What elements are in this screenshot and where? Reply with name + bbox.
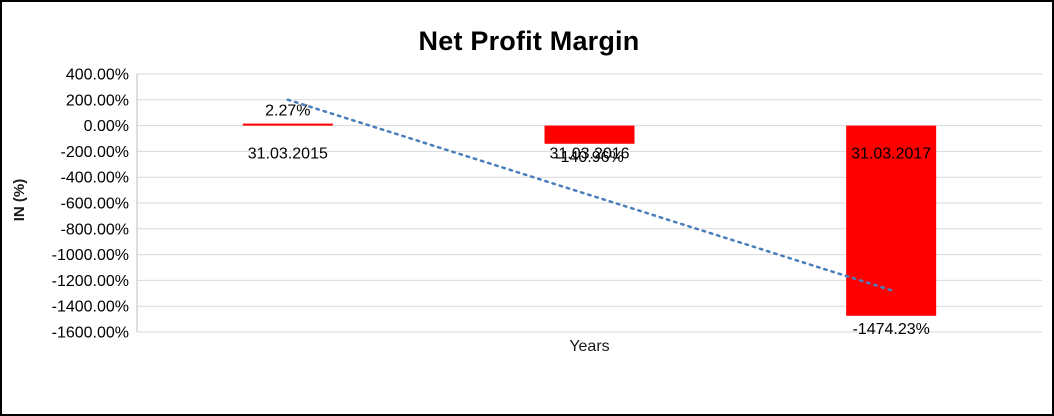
category-label: 31.03.2017 (851, 146, 931, 163)
y-tick-label: 400.00% (66, 67, 129, 84)
y-tick-label: 0.00% (84, 118, 129, 135)
x-axis-title: Years (569, 338, 610, 355)
y-tick-label: -1600.00% (52, 325, 129, 342)
y-tick-label: -800.00% (61, 221, 130, 238)
bar-31.03.2015 (242, 123, 333, 126)
category-label: 31.03.2016 (549, 146, 629, 163)
chart-title: Net Profit Margin (418, 26, 640, 56)
bar-31.03.2017 (846, 125, 937, 316)
y-tick-label: 200.00% (66, 92, 129, 109)
bar-31.03.2016 (544, 125, 635, 144)
trendline (286, 98, 893, 292)
y-tick-label: -600.00% (61, 196, 130, 213)
y-tick-label: -1200.00% (52, 273, 129, 290)
data-label: -140.96% (555, 149, 624, 166)
category-label: 31.03.2015 (248, 146, 328, 163)
data-label: -1474.23% (852, 321, 929, 338)
y-tick-label: -200.00% (61, 144, 130, 161)
y-tick-label: -1400.00% (52, 299, 129, 316)
y-tick-label: -1000.00% (52, 247, 129, 264)
y-tick-label: -400.00% (61, 170, 130, 187)
data-label: 2.27% (265, 102, 310, 119)
